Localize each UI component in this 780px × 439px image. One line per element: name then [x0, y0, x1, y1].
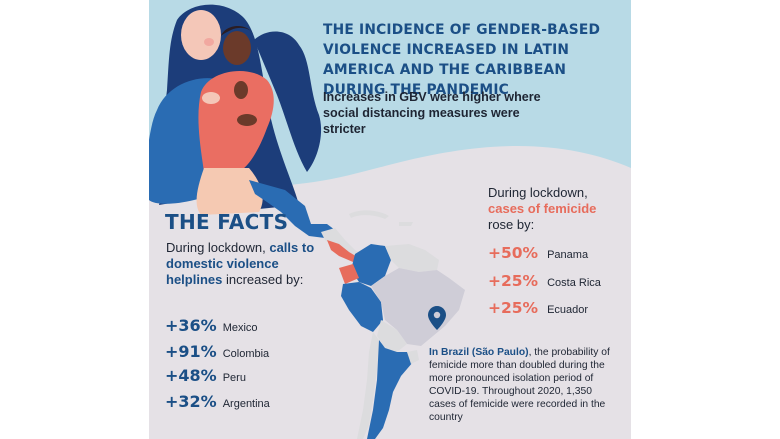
femicide-intro-highlight: cases of femicide	[488, 201, 597, 216]
map-mexico	[249, 180, 335, 238]
background-art	[149, 0, 631, 439]
femicide-intro-suffix: rose by:	[488, 217, 535, 232]
map-peru	[341, 282, 383, 332]
stat-value: +91%	[165, 342, 217, 361]
headline: THE INCIDENCE OF GENDER-BASED VIOLENCE I…	[323, 22, 601, 98]
facts-title: THE FACTS	[165, 210, 289, 234]
helpline-intro-suffix: increased by:	[225, 272, 304, 287]
stat-value: +50%	[488, 244, 539, 262]
helpline-stat-argentina: +32% Argentina	[165, 392, 270, 411]
brazil-note-text: , the probability of femicide more than …	[429, 347, 610, 423]
map-brazil	[371, 268, 465, 346]
location-pin-icon	[428, 306, 446, 330]
stat-value: +25%	[488, 299, 539, 317]
femicide-stat-panama: +50% Panama	[488, 244, 588, 262]
stat-value: +32%	[165, 392, 217, 411]
stat-country: Colombia	[222, 348, 270, 360]
stat-country: Mexico	[222, 322, 258, 334]
helpline-intro: During lockdown, calls to domestic viole…	[166, 240, 316, 288]
femicide-intro: During lockdown, cases of femicide rose …	[488, 185, 628, 233]
brazil-note-highlight: In Brazil (São Paulo)	[429, 347, 529, 358]
femicide-stat-ecuador: +25% Ecuador	[488, 299, 588, 317]
femicide-intro-prefix: During lockdown,	[488, 185, 588, 200]
subheadline: Increases in GBV were higher where socia…	[323, 90, 541, 136]
map-colombia	[351, 244, 391, 286]
infographic-card: THE INCIDENCE OF GENDER-BASED VIOLENCE I…	[149, 0, 631, 439]
helpline-stat-peru: +48% Peru	[165, 366, 246, 385]
stat-value: +48%	[165, 366, 217, 385]
stat-value: +36%	[165, 316, 217, 335]
helpline-stat-colombia: +91% Colombia	[165, 342, 269, 361]
stat-country: Costa Rica	[547, 277, 601, 289]
map-central-america	[321, 228, 365, 260]
stat-value: +25%	[488, 272, 539, 290]
helpline-intro-prefix: During lockdown,	[166, 240, 266, 255]
femicide-stat-costa-rica: +25% Costa Rica	[488, 272, 601, 290]
stat-country: Panama	[547, 249, 589, 261]
stat-country: Argentina	[222, 398, 270, 410]
women-illustration-icon	[149, 4, 322, 215]
map-costa-rica-panama	[327, 240, 359, 262]
latin-america-map-icon	[249, 180, 465, 439]
map-argentina	[367, 340, 413, 439]
stat-country: Ecuador	[547, 304, 589, 316]
stat-country: Peru	[222, 372, 246, 384]
map-ecuador	[339, 264, 359, 284]
helpline-intro-highlight: calls to domestic violence helplines	[166, 240, 315, 287]
brazil-note: In Brazil (São Paulo), the probability o…	[429, 346, 619, 424]
helpline-stat-mexico: +36% Mexico	[165, 316, 258, 335]
